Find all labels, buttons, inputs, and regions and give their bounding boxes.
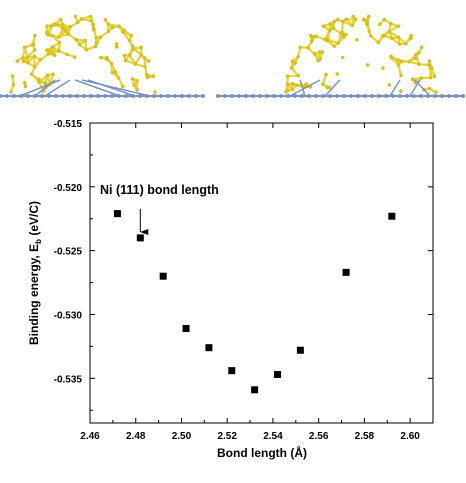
interface-bond [34, 79, 56, 97]
data-point [274, 370, 282, 378]
x-axis-ticks: 2.46 2.48 2.50 2.52 2.54 2.56 2.58 2.60 [80, 123, 420, 442]
interface-bond [74, 79, 121, 97]
annotation-label: Ni (111) bond length [100, 183, 219, 197]
carbon-cap-structure [9, 14, 157, 94]
data-point [296, 346, 304, 354]
x-tick-label: 2.56 [309, 431, 329, 442]
y-axis-title-unit: (eV/C) [27, 201, 41, 239]
interface-bond [324, 79, 341, 97]
y-tick-label: -0.535 [54, 374, 83, 385]
x-tick-label: 2.48 [126, 431, 146, 442]
x-tick-label: 2.60 [400, 431, 420, 442]
x-tick-label: 2.52 [217, 431, 237, 442]
interface-bond [414, 79, 431, 97]
data-point [136, 234, 144, 242]
nickel-substrate [216, 94, 465, 98]
data-point [228, 367, 236, 375]
interface-bond [81, 79, 151, 97]
y-tick-label: -0.530 [54, 310, 83, 321]
data-point [251, 386, 259, 394]
data-point [113, 210, 121, 218]
x-tick-label: 2.50 [172, 431, 192, 442]
y-axis-ticks: -0.515 -0.520 -0.525 -0.530 -0.535 [54, 119, 433, 411]
plot-frame [89, 122, 434, 424]
y-axis-title-subscript: b [34, 239, 43, 244]
data-point [342, 268, 350, 276]
interface-bond [389, 79, 401, 97]
interface-bond [299, 79, 306, 97]
y-tick-label: -0.515 [54, 119, 83, 130]
y-tick-label: -0.525 [54, 247, 83, 258]
y-axis-title: Binding energy, Eb (eV/C) [27, 201, 43, 345]
x-tick-label: 2.46 [80, 431, 100, 442]
y-tick-label: -0.520 [54, 183, 83, 194]
data-points [113, 210, 396, 394]
x-tick-label: 2.54 [263, 431, 283, 442]
carbon-cap-structure [284, 14, 438, 94]
data-point [388, 212, 396, 220]
x-axis-title: Bond length (Å) [217, 445, 307, 460]
interface-bond [19, 79, 61, 97]
interface-bond [289, 79, 321, 97]
chart: 2.46 2.48 2.50 2.52 2.54 2.56 2.58 2.60 -0.515-… [27, 119, 434, 460]
data-point [205, 344, 213, 352]
interface-bond [44, 79, 71, 97]
x-tick-label: 2.58 [355, 431, 375, 442]
data-point [159, 272, 167, 280]
data-point [182, 325, 190, 333]
molecular-structures [0, 14, 465, 98]
nickel-substrate [0, 94, 205, 98]
